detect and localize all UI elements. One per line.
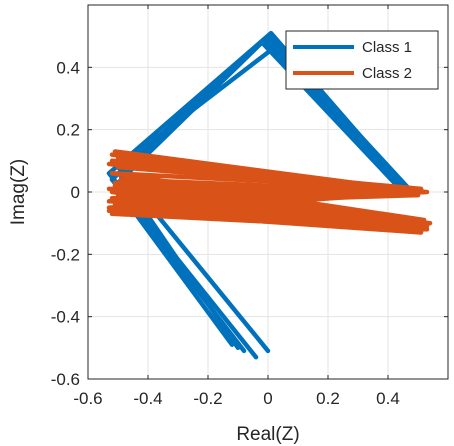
tick-marks (87, 5, 448, 380)
y-tick-label: 0 (71, 183, 80, 202)
legend-label-class-1: Class 1 (362, 39, 412, 56)
x-tick-label: -0.2 (193, 389, 222, 408)
x-tick-label: 0.2 (316, 389, 340, 408)
x-tick-label: 0.4 (376, 389, 400, 408)
legend-label-class-2: Class 2 (362, 65, 412, 82)
x-tick-label: -0.6 (73, 389, 102, 408)
x-tick-label: -0.4 (133, 389, 162, 408)
y-tick-label: -0.2 (51, 245, 80, 264)
y-tick-label: -0.6 (51, 370, 80, 389)
x-tick-labels: -0.6 -0.4 -0.2 0 0.2 0.4 (73, 389, 399, 408)
x-axis-label: Real(Z) (236, 424, 299, 445)
y-tick-label: -0.4 (51, 308, 80, 327)
y-axis-label: Imag(Z) (8, 159, 29, 226)
series-2-line-8 (106, 164, 427, 229)
y-tick-label: 0.4 (56, 58, 80, 77)
y-tick-label: 0.2 (56, 121, 80, 140)
legend: Class 1 Class 2 (285, 30, 439, 90)
series-2 (106, 149, 433, 235)
y-tick-labels: -0.6 -0.4 -0.2 0 0.2 0.4 (51, 58, 80, 389)
x-tick-label: 0 (263, 389, 272, 408)
legend-box (285, 30, 439, 90)
data-series (106, 30, 433, 360)
